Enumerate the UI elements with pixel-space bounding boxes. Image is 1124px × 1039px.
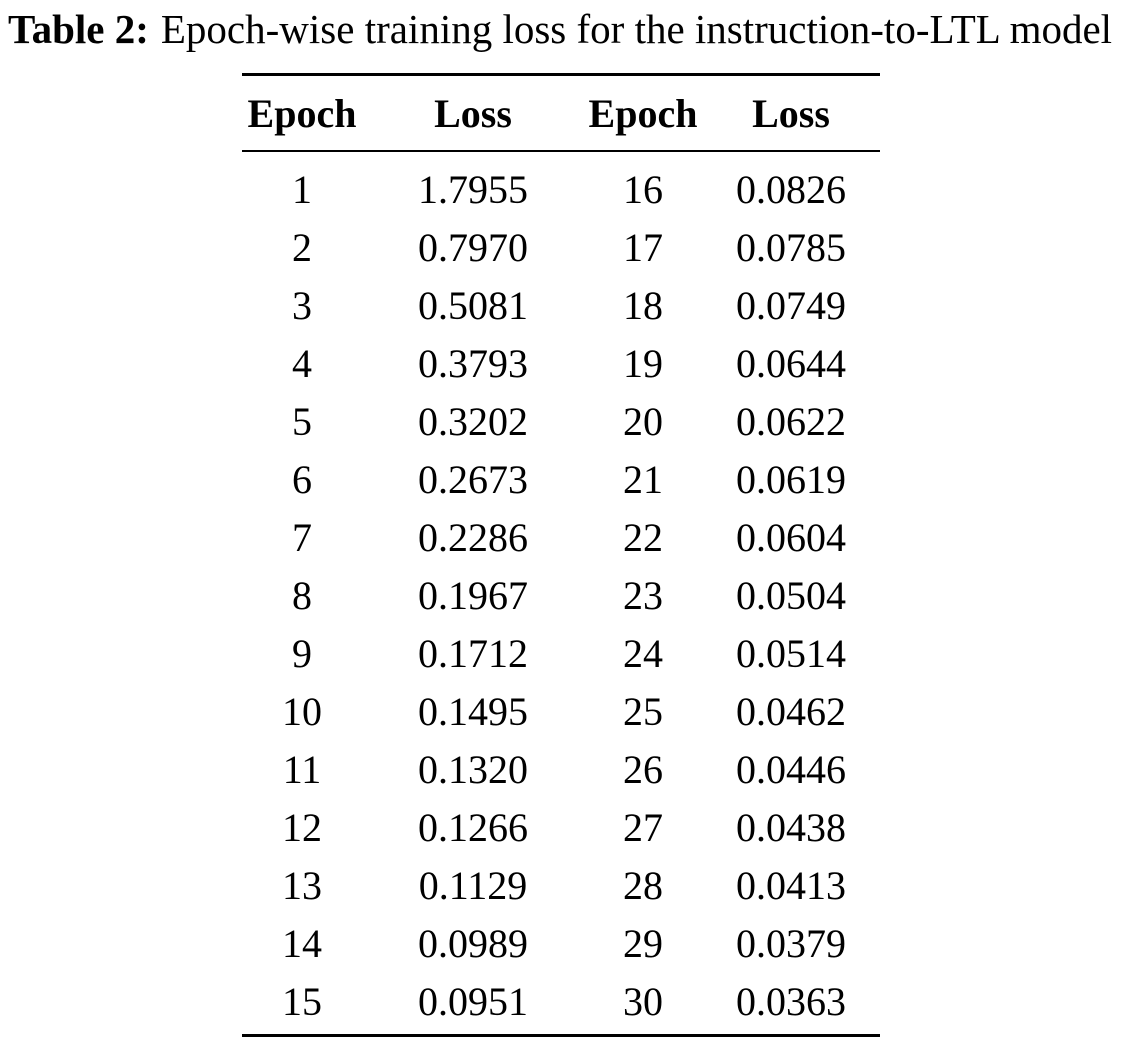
table-row: 3 0.5081 18 0.0749 [242, 276, 880, 334]
table-caption-label: Table 2: [8, 6, 149, 52]
cell-epoch-left: 6 [292, 456, 312, 502]
header-loss-left: Loss [434, 90, 512, 136]
cell-loss-left: 0.0951 [418, 978, 528, 1024]
header-loss-right: Loss [752, 90, 830, 136]
cell-loss-right: 0.0644 [736, 340, 846, 386]
cell-loss-left: 0.1712 [418, 630, 528, 676]
cell-epoch-right: 20 [623, 398, 663, 444]
cell-epoch-right: 19 [623, 340, 663, 386]
cell-loss-right: 0.0379 [736, 920, 846, 966]
table-row: 10 0.1495 25 0.0462 [242, 682, 880, 740]
cell-loss-left: 0.2286 [418, 514, 528, 560]
cell-loss-right: 0.0749 [736, 282, 846, 328]
table-row: 4 0.3793 19 0.0644 [242, 334, 880, 392]
cell-epoch-left: 9 [292, 630, 312, 676]
table-row: 7 0.2286 22 0.0604 [242, 508, 880, 566]
training-loss-table: Epoch Loss Epoch Loss 1 1.7955 16 0.0826 2 0.… [242, 73, 880, 1037]
table-row: 1 1.7955 16 0.0826 [242, 151, 880, 218]
cell-epoch-right: 22 [623, 514, 663, 560]
table-row: 13 0.1129 28 0.0413 [242, 856, 880, 914]
cell-epoch-right: 28 [623, 862, 663, 908]
cell-loss-right: 0.0363 [736, 978, 846, 1024]
cell-loss-right: 0.0604 [736, 514, 846, 560]
cell-epoch-right: 16 [623, 166, 663, 212]
cell-epoch-left: 12 [282, 804, 322, 850]
cell-loss-left: 0.5081 [418, 282, 528, 328]
cell-epoch-right: 30 [623, 978, 663, 1024]
cell-loss-left: 0.1495 [418, 688, 528, 734]
table-caption: Table 2: Epoch-wise training loss for the… [8, 4, 1118, 54]
cell-loss-left: 0.1967 [418, 572, 528, 618]
cell-epoch-left: 3 [292, 282, 312, 328]
cell-loss-left: 0.0989 [418, 920, 528, 966]
cell-epoch-right: 26 [623, 746, 663, 792]
header-epoch-left: Epoch [247, 90, 357, 136]
table-header: Epoch Loss Epoch Loss [242, 74, 880, 151]
cell-loss-right: 0.0622 [736, 398, 846, 444]
cell-loss-right: 0.0462 [736, 688, 846, 734]
table-row: 11 0.1320 26 0.0446 [242, 740, 880, 798]
header-epoch-right: Epoch [588, 90, 698, 136]
cell-loss-right: 0.0514 [736, 630, 846, 676]
cell-loss-left: 0.2673 [418, 456, 528, 502]
table-row: 14 0.0989 29 0.0379 [242, 914, 880, 972]
cell-loss-left: 1.7955 [418, 166, 528, 212]
cell-loss-left: 0.3793 [418, 340, 528, 386]
cell-epoch-right: 18 [623, 282, 663, 328]
cell-epoch-left: 5 [292, 398, 312, 444]
table-body: 1 1.7955 16 0.0826 2 0.7970 17 0.0785 3 0.5081 18 0… [242, 151, 880, 1036]
cell-loss-right: 0.0438 [736, 804, 846, 850]
cell-epoch-left: 7 [292, 514, 312, 560]
cell-loss-left: 0.1266 [418, 804, 528, 850]
cell-epoch-left: 14 [282, 920, 322, 966]
table-row: 2 0.7970 17 0.0785 [242, 218, 880, 276]
cell-loss-right: 0.0446 [736, 746, 846, 792]
cell-epoch-left: 15 [282, 978, 322, 1024]
cell-loss-right: 0.0785 [736, 224, 846, 270]
table-row: 6 0.2673 21 0.0619 [242, 450, 880, 508]
cell-loss-left: 0.1320 [418, 746, 528, 792]
cell-loss-right: 0.0413 [736, 862, 846, 908]
cell-loss-left: 0.1129 [418, 862, 528, 908]
table-row: 12 0.1266 27 0.0438 [242, 798, 880, 856]
cell-epoch-left: 11 [282, 746, 322, 792]
cell-epoch-right: 29 [623, 920, 663, 966]
cell-epoch-right: 23 [623, 572, 663, 618]
cell-loss-left: 0.7970 [418, 224, 528, 270]
table-row: 9 0.1712 24 0.0514 [242, 624, 880, 682]
table-header-row: Epoch Loss Epoch Loss [242, 74, 880, 151]
cell-epoch-left: 13 [282, 862, 322, 908]
cell-epoch-left: 2 [292, 224, 312, 270]
cell-epoch-right: 25 [623, 688, 663, 734]
cell-epoch-left: 10 [282, 688, 322, 734]
cell-loss-right: 0.0619 [736, 456, 846, 502]
table-caption-text: Epoch-wise training loss for the instruc… [160, 6, 1113, 52]
cell-epoch-left: 4 [292, 340, 312, 386]
cell-loss-right: 0.0504 [736, 572, 846, 618]
cell-epoch-right: 27 [623, 804, 663, 850]
cell-epoch-right: 21 [623, 456, 663, 502]
cell-loss-left: 0.3202 [418, 398, 528, 444]
table-row: 5 0.3202 20 0.0622 [242, 392, 880, 450]
table-row: 15 0.0951 30 0.0363 [242, 972, 880, 1036]
cell-epoch-left: 8 [292, 572, 312, 618]
cell-epoch-left: 1 [292, 166, 312, 212]
cell-epoch-right: 17 [623, 224, 663, 270]
cell-loss-right: 0.0826 [736, 166, 846, 212]
table-row: 8 0.1967 23 0.0504 [242, 566, 880, 624]
cell-epoch-right: 24 [623, 630, 663, 676]
